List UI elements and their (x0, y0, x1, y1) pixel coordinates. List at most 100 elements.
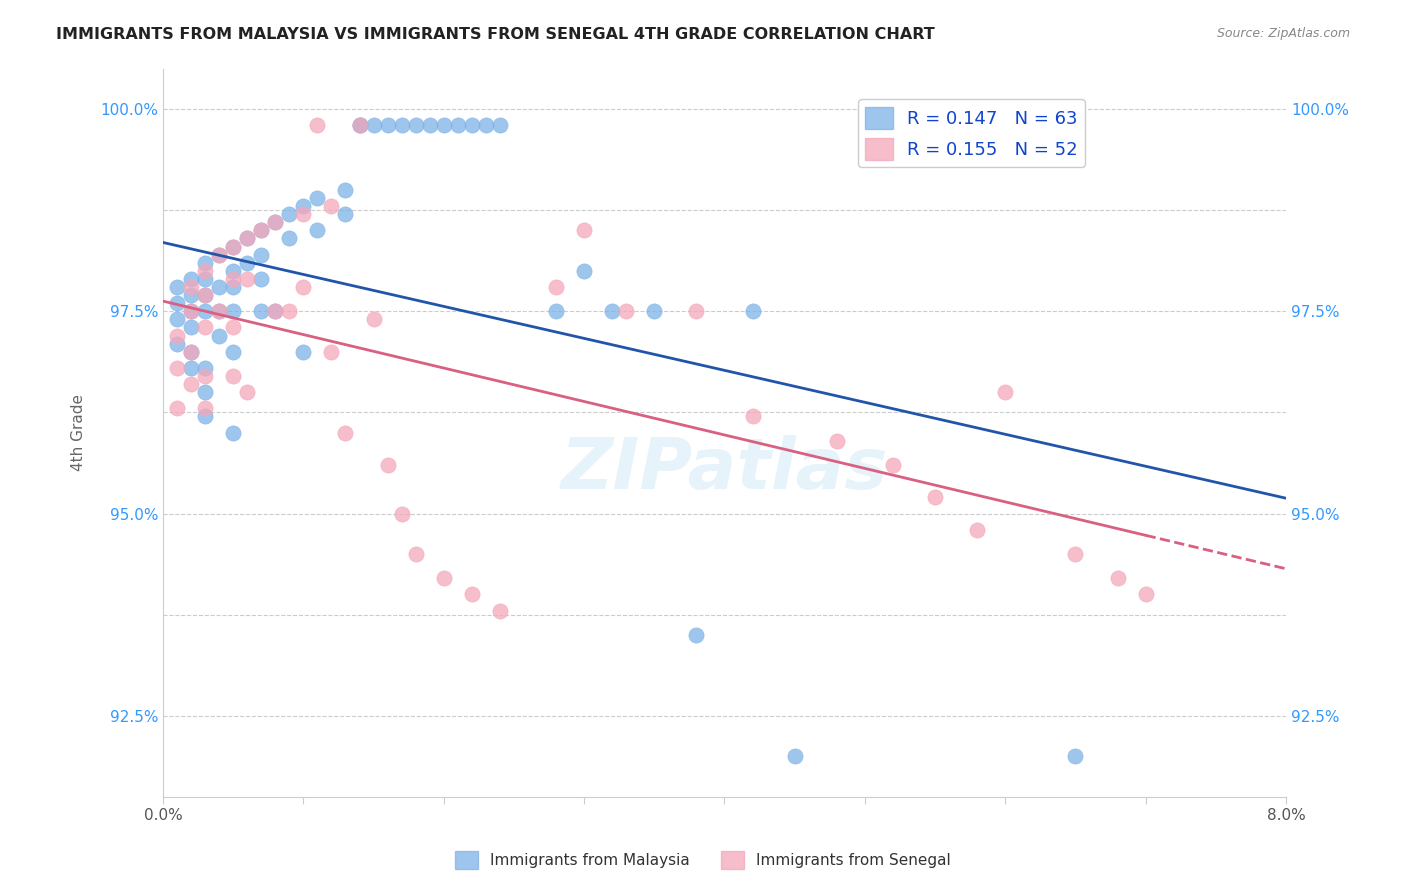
Point (180, 344, 202, 359)
Point (222, 344, 245, 359)
Point (166, 336, 188, 351)
Point (349, 118, 371, 132)
Point (208, 247, 231, 261)
Point (194, 288, 217, 302)
Point (194, 385, 217, 400)
Point (278, 231, 301, 245)
Text: ZIPatlas: ZIPatlas (561, 434, 889, 503)
Point (180, 304, 202, 318)
Point (1064, 547, 1087, 561)
Point (741, 304, 763, 318)
Point (1064, 749, 1087, 764)
Point (419, 118, 441, 132)
Y-axis label: 4th Grade: 4th Grade (72, 394, 86, 471)
Point (278, 207, 301, 221)
Point (544, 304, 567, 318)
Point (222, 280, 245, 294)
Point (1135, 587, 1157, 601)
Point (236, 231, 259, 245)
Point (250, 272, 273, 286)
Point (475, 118, 498, 132)
Point (166, 360, 188, 375)
Point (236, 385, 259, 400)
Point (194, 401, 217, 416)
Point (461, 118, 484, 132)
Point (264, 215, 287, 229)
Point (292, 199, 315, 213)
Point (264, 215, 287, 229)
Point (685, 628, 707, 642)
Point (391, 507, 413, 521)
Point (222, 304, 245, 318)
Point (363, 118, 385, 132)
Point (349, 118, 371, 132)
Point (180, 344, 202, 359)
Point (180, 360, 202, 375)
Point (166, 280, 188, 294)
Point (166, 328, 188, 343)
Point (194, 409, 217, 424)
Point (783, 749, 806, 764)
Point (544, 280, 567, 294)
Point (222, 239, 245, 253)
Point (405, 547, 427, 561)
Point (447, 118, 470, 132)
Point (461, 587, 484, 601)
Point (321, 199, 343, 213)
Point (208, 304, 231, 318)
Point (250, 223, 273, 237)
Point (292, 207, 315, 221)
Legend: Immigrants from Malaysia, Immigrants from Senegal: Immigrants from Malaysia, Immigrants fro… (450, 845, 956, 875)
Point (335, 183, 357, 197)
Point (208, 247, 231, 261)
Point (166, 312, 188, 326)
Point (321, 344, 343, 359)
Point (307, 118, 329, 132)
Point (405, 118, 427, 132)
Point (180, 280, 202, 294)
Point (222, 272, 245, 286)
Point (180, 304, 202, 318)
Point (994, 385, 1017, 400)
Point (236, 256, 259, 270)
Point (377, 118, 399, 132)
Point (264, 304, 287, 318)
Point (292, 280, 315, 294)
Point (1107, 571, 1129, 585)
Point (433, 118, 456, 132)
Point (489, 604, 512, 618)
Point (391, 118, 413, 132)
Point (166, 401, 188, 416)
Point (208, 328, 231, 343)
Point (208, 304, 231, 318)
Point (194, 360, 217, 375)
Point (250, 304, 273, 318)
Point (250, 223, 273, 237)
Point (614, 304, 637, 318)
Point (335, 207, 357, 221)
Point (882, 458, 904, 472)
Point (572, 264, 595, 278)
Point (489, 118, 512, 132)
Point (643, 304, 665, 318)
Point (194, 368, 217, 383)
Point (250, 247, 273, 261)
Point (194, 264, 217, 278)
Point (236, 272, 259, 286)
Point (363, 312, 385, 326)
Point (222, 264, 245, 278)
Point (264, 304, 287, 318)
Point (194, 304, 217, 318)
Point (194, 288, 217, 302)
Point (180, 288, 202, 302)
Text: Source: ZipAtlas.com: Source: ZipAtlas.com (1216, 27, 1350, 40)
Point (685, 304, 707, 318)
Point (278, 304, 301, 318)
Point (194, 272, 217, 286)
Legend: R = 0.147   N = 63, R = 0.155   N = 52: R = 0.147 N = 63, R = 0.155 N = 52 (858, 99, 1085, 167)
Point (966, 523, 988, 537)
Point (572, 223, 595, 237)
Point (194, 256, 217, 270)
Point (222, 320, 245, 334)
Point (349, 118, 371, 132)
